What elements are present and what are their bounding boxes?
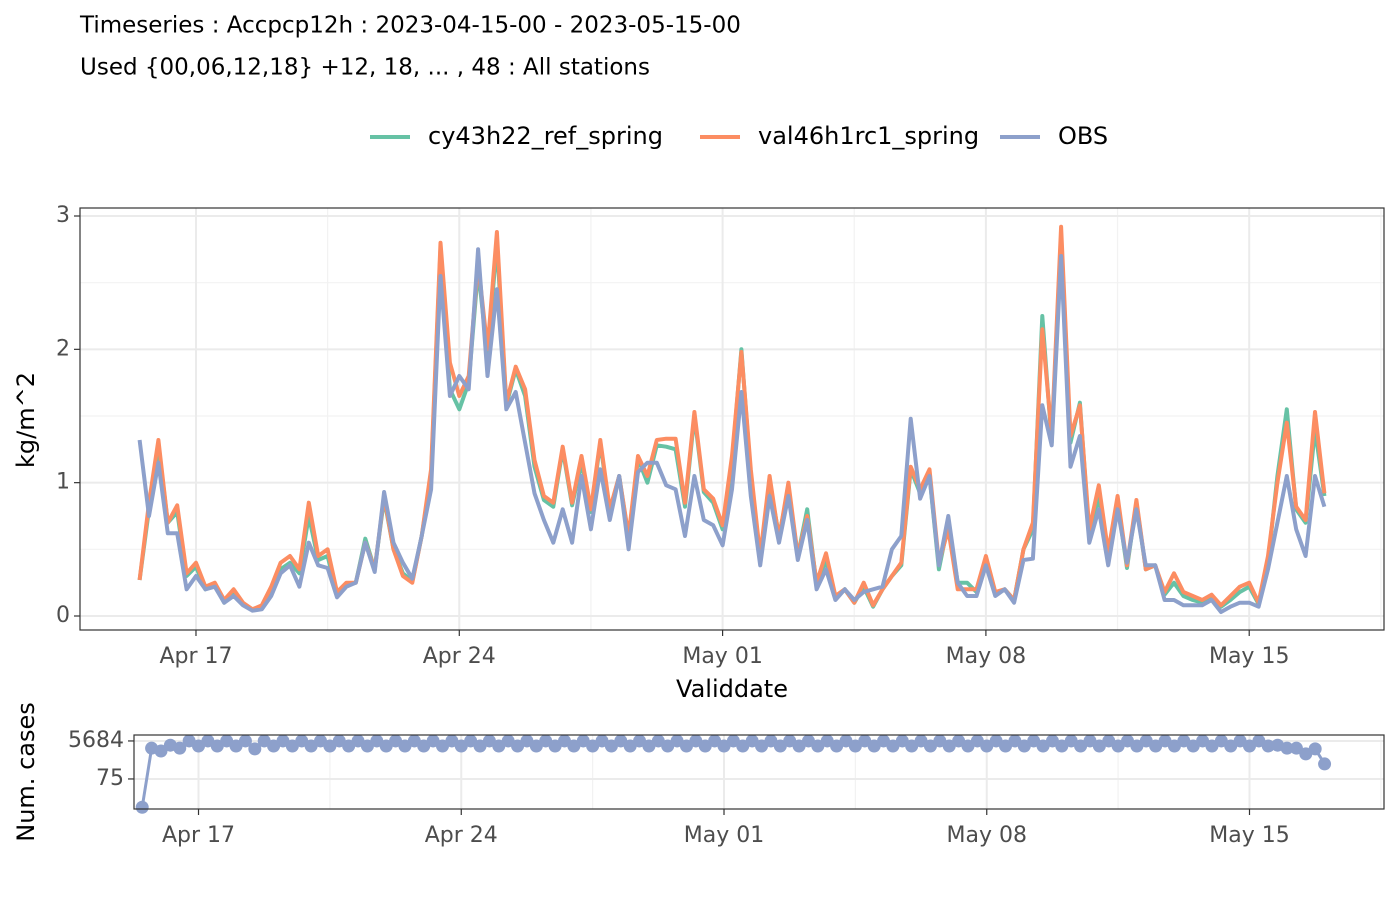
x-tick-label: Apr 17 [162,823,235,848]
chart-subtitle: Used {00,06,12,18} +12, 18, ... , 48 : A… [80,55,650,81]
y-tick-label: 5684 [68,728,124,753]
y-tick-label: 75 [96,766,124,791]
y-tick-label: 0 [56,603,70,628]
point [1308,742,1322,756]
x-tick-label: May 01 [682,644,762,669]
x-tick-label: May 01 [684,823,764,848]
x-tick-label: May 15 [1209,823,1289,848]
point [1261,739,1275,753]
point [248,742,262,756]
y-tick-label: 3 [56,203,70,228]
legend-label: val46h1rc1_spring [758,122,979,150]
plot-border [79,207,1385,631]
plot-border [133,734,1385,810]
point [173,741,187,755]
point [1289,741,1303,755]
point [135,800,149,814]
point [1318,757,1332,771]
y-axis-title: kg/m^2 [12,372,40,468]
point [1280,741,1294,755]
chart-title: Timeseries : Accpcp12h : 2023-04-15-00 -… [79,13,741,39]
y-tick-label: 2 [56,336,70,361]
x-tick-label: Apr 17 [159,644,232,669]
x-tick-label: Apr 24 [425,823,498,848]
point [238,734,252,748]
x-tick-label: May 15 [1209,644,1289,669]
y-tick-label: 1 [56,470,70,495]
point [154,744,168,758]
x-tick-label: Apr 24 [423,644,496,669]
x-axis-title: Validdate [676,675,788,703]
x-tick-label: May 08 [946,644,1026,669]
plot-background [80,208,1384,630]
legend-label: cy43h22_ref_spring [428,122,663,150]
x-tick-label: May 08 [947,823,1027,848]
series-line [137,247,1327,614]
legend-label: OBS [1058,122,1108,150]
y-axis-title: Num. cases [12,702,40,841]
